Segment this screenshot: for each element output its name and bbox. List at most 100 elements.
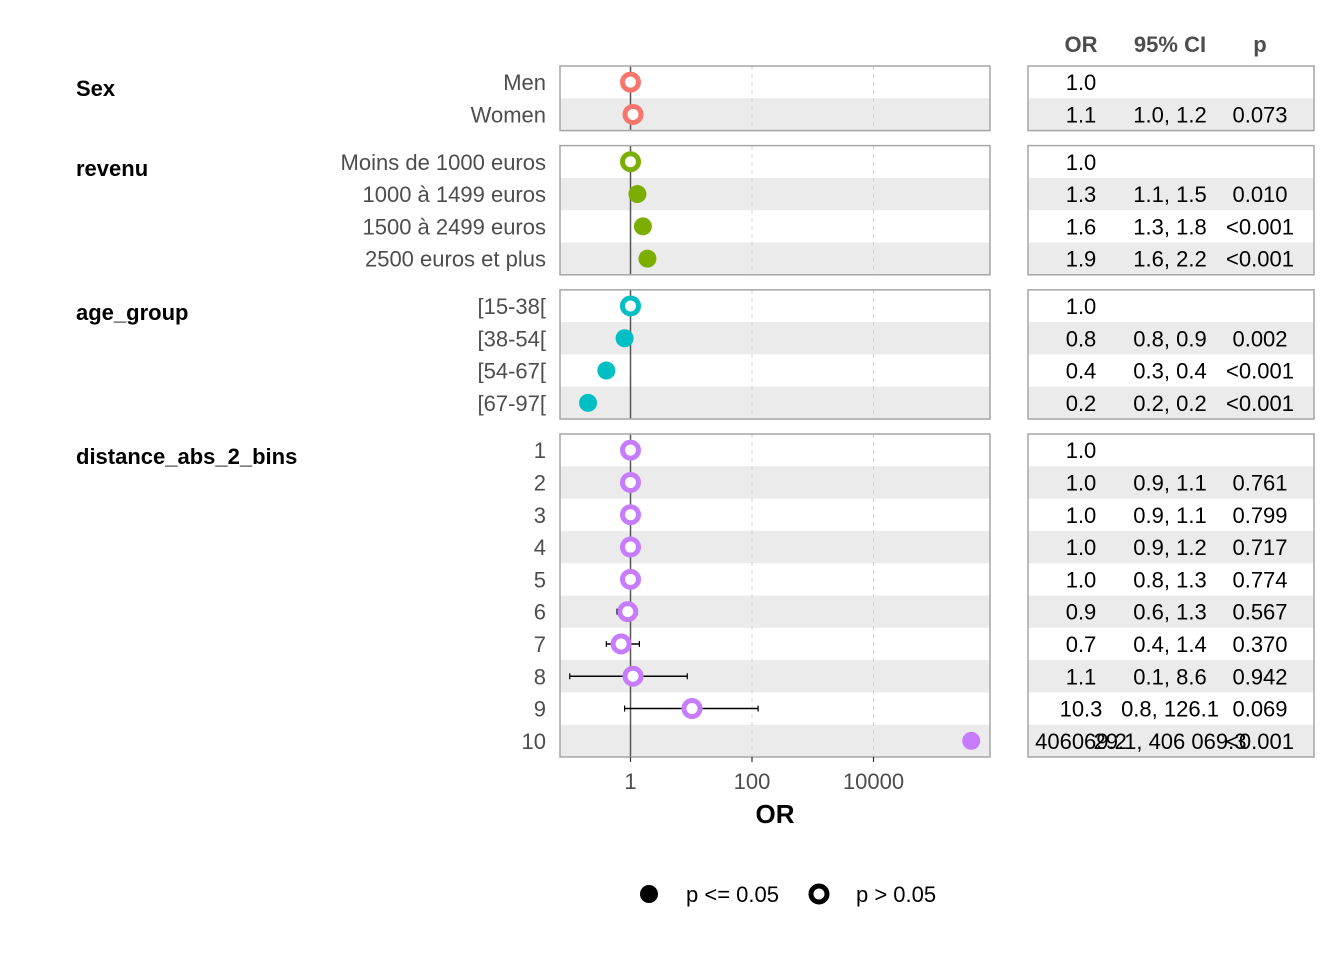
level-label: Women (471, 102, 546, 127)
table-p: <0.001 (1226, 214, 1294, 239)
table-row-stripe (1028, 322, 1314, 355)
level-label: [15-38[ (478, 294, 547, 319)
legend-filled-marker (640, 885, 658, 903)
table-ci: 29.1, 406 069.3 (1094, 729, 1247, 754)
table-p: <0.001 (1226, 359, 1294, 384)
level-label: 1000 à 1499 euros (363, 182, 547, 207)
level-label: 1500 à 2499 euros (363, 214, 547, 239)
table-p: <0.001 (1226, 247, 1294, 272)
x-tick-label: 10000 (843, 769, 904, 794)
estimate-point (620, 536, 641, 558)
table-p: 0.774 (1232, 567, 1287, 592)
table-row-stripe (1028, 386, 1314, 419)
table-or: 1.0 (1066, 294, 1097, 319)
table-or: 10.3 (1060, 697, 1103, 722)
table-or: 1.9 (1066, 247, 1097, 272)
legend-open-marker (808, 883, 830, 905)
estimate-point (681, 698, 703, 720)
level-label: [67-97[ (478, 391, 547, 416)
table-row-stripe (1028, 98, 1314, 131)
table-or: 1.3 (1066, 182, 1097, 207)
table-or: 1.0 (1066, 438, 1097, 463)
estimate-point (620, 504, 641, 526)
table-ci: 0.8, 1.3 (1133, 567, 1206, 592)
x-tick-label: 1 (624, 769, 636, 794)
group-label: Sex (76, 76, 116, 101)
estimate-point (633, 217, 652, 236)
estimate-point (615, 329, 634, 348)
plot-panel (559, 433, 991, 758)
table-panel (1027, 433, 1315, 758)
table-row-stripe (1028, 242, 1314, 275)
table-p: 0.567 (1232, 600, 1287, 625)
level-label: 10 (522, 729, 546, 754)
estimate-point (579, 393, 598, 412)
group-label: distance_abs_2_bins (76, 444, 297, 469)
level-label: 2500 euros et plus (365, 247, 546, 272)
plot-panel (559, 65, 991, 132)
estimate-point (620, 295, 641, 317)
estimate-point (620, 71, 641, 93)
table-or: 406069.2 (1035, 729, 1127, 754)
table-header-or: OR (1065, 32, 1098, 57)
level-label: 9 (534, 697, 546, 722)
table-or: 1.1 (1066, 102, 1097, 127)
level-label: 5 (534, 567, 546, 592)
level-label: 7 (534, 632, 546, 657)
table-ci: 0.6, 1.3 (1133, 600, 1206, 625)
level-label: 6 (534, 600, 546, 625)
table-ci: 0.3, 0.4 (1133, 359, 1206, 384)
group-label: age_group (76, 300, 188, 325)
table-ci: 0.9, 1.1 (1133, 503, 1206, 528)
table-or: 1.0 (1066, 150, 1097, 175)
estimate-point (610, 633, 632, 655)
estimate-point (962, 731, 981, 750)
table-or: 1.0 (1066, 470, 1097, 495)
table-header-ci: 95% CI (1134, 32, 1206, 57)
level-label: Moins de 1000 euros (341, 150, 546, 175)
table-ci: 1.1, 1.5 (1133, 182, 1206, 207)
table-p: 0.761 (1232, 470, 1287, 495)
row-stripe (560, 386, 990, 419)
estimate-point (622, 103, 644, 125)
table-ci: 1.0, 1.2 (1133, 102, 1206, 127)
estimate-point (597, 361, 616, 380)
table-panel (1027, 289, 1315, 420)
level-label: [54-67[ (478, 359, 547, 384)
table-ci: 1.6, 2.2 (1133, 247, 1206, 272)
table-row-stripe (1028, 530, 1314, 564)
table-panel (1027, 144, 1315, 276)
x-axis-title: OR (756, 799, 795, 829)
table-or: 0.7 (1066, 632, 1097, 657)
estimate-point (620, 568, 641, 590)
estimate-point (622, 665, 644, 687)
plot-panel (559, 289, 991, 420)
level-label: 8 (534, 664, 546, 689)
table-ci: 0.2, 0.2 (1133, 391, 1206, 416)
table-p: 0.717 (1232, 535, 1287, 560)
table-p: 0.942 (1232, 664, 1287, 689)
row-stripe (560, 724, 990, 757)
table-ci: 0.4, 1.4 (1133, 632, 1206, 657)
table-header-p: p (1253, 32, 1266, 57)
table-or: 0.4 (1066, 359, 1097, 384)
table-or: 1.0 (1066, 535, 1097, 560)
table-or: 0.2 (1066, 391, 1097, 416)
estimate-point (620, 151, 641, 173)
table-row-stripe (1028, 595, 1314, 628)
group-label: revenu (76, 156, 148, 181)
estimate-point (617, 601, 639, 623)
table-ci: 0.9, 1.1 (1133, 470, 1206, 495)
table-p: 0.069 (1232, 697, 1287, 722)
table-row-stripe (1028, 724, 1314, 757)
level-label: Men (503, 70, 546, 95)
level-label: 4 (534, 535, 546, 560)
table-or: 1.1 (1066, 664, 1097, 689)
estimate-point (620, 439, 641, 461)
row-stripe (560, 177, 990, 211)
table-or: 1.0 (1066, 70, 1097, 95)
table-or: 1.6 (1066, 214, 1097, 239)
table-row-stripe (1028, 466, 1314, 499)
table-p: 0.002 (1232, 326, 1287, 351)
estimate-point (620, 471, 641, 493)
